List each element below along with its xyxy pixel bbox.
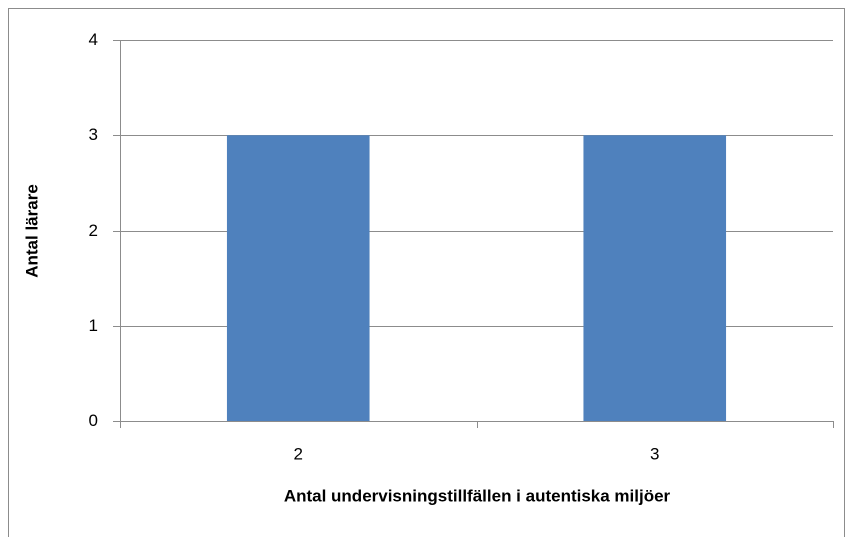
bar <box>583 135 727 421</box>
x-tick-label: 3 <box>650 444 659 463</box>
y-tick-label: 0 <box>89 411 98 430</box>
chart-border <box>8 8 845 537</box>
y-tick-label: 4 <box>89 30 98 49</box>
bar <box>226 135 370 421</box>
x-axis-title: Antal undervisningstillfällen i autentis… <box>284 486 671 505</box>
x-tick-label: 2 <box>294 444 303 463</box>
y-tick-label: 2 <box>89 221 98 240</box>
y-axis-title: Antal lärare <box>22 184 41 278</box>
y-tick-label: 1 <box>89 316 98 335</box>
y-tick-label: 3 <box>89 125 98 144</box>
